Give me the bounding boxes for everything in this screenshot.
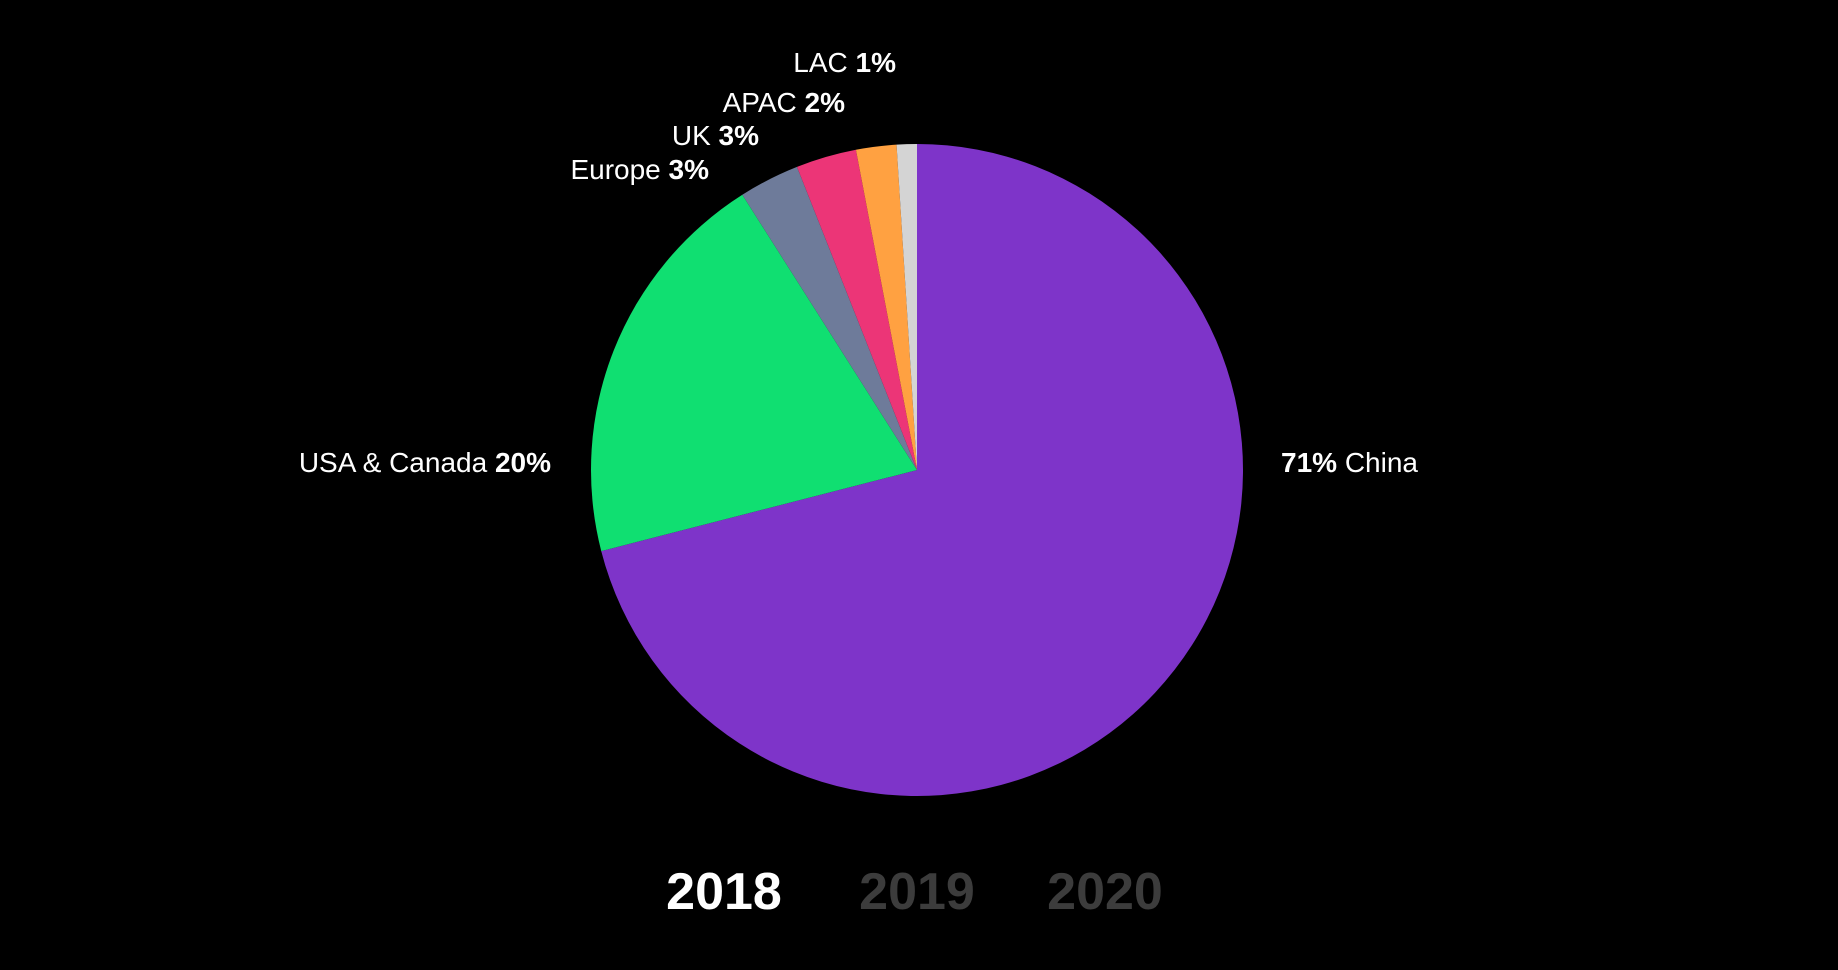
pie-label-name: APAC [723, 87, 797, 118]
pie-label-percent: 71% [1281, 447, 1337, 478]
year-tab-2020[interactable]: 2020 [1047, 863, 1163, 921]
pie-slice-usa-canada [591, 194, 917, 552]
pie-label-usa-canada: USA & Canada 20% [299, 447, 551, 478]
pie-slice-uk [796, 149, 917, 470]
pie-slice-china [601, 144, 1243, 796]
pie-label-lac: LAC 1% [793, 47, 896, 78]
pie-label-name: UK [672, 120, 711, 151]
pie-label-percent: 3% [719, 120, 760, 151]
year-tab-2018[interactable]: 2018 [666, 863, 782, 921]
pie-label-name: LAC [793, 47, 847, 78]
pie-slice-europe [742, 166, 917, 470]
pie-label-name: China [1345, 447, 1419, 478]
year-tab-2019[interactable]: 2019 [859, 863, 975, 921]
pie-slice-lac [896, 144, 917, 470]
pie-slice-apac [855, 144, 917, 470]
pie-label-apac: APAC 2% [723, 87, 846, 118]
pie-label-percent: 2% [805, 87, 846, 118]
pie-label-name: Europe [570, 154, 660, 185]
pie-label-percent: 1% [856, 47, 897, 78]
pie-label-percent: 20% [495, 447, 551, 478]
pie-label-percent: 3% [669, 154, 710, 185]
year-selector: 2018 2019 2020 [0, 862, 1838, 942]
pie-label-china: 71% China [1281, 447, 1418, 478]
pie-label-europe: Europe 3% [570, 154, 709, 185]
pie-slices [591, 144, 1243, 796]
pie-label-name: USA & Canada [299, 447, 488, 478]
pie-label-uk: UK 3% [672, 120, 759, 151]
